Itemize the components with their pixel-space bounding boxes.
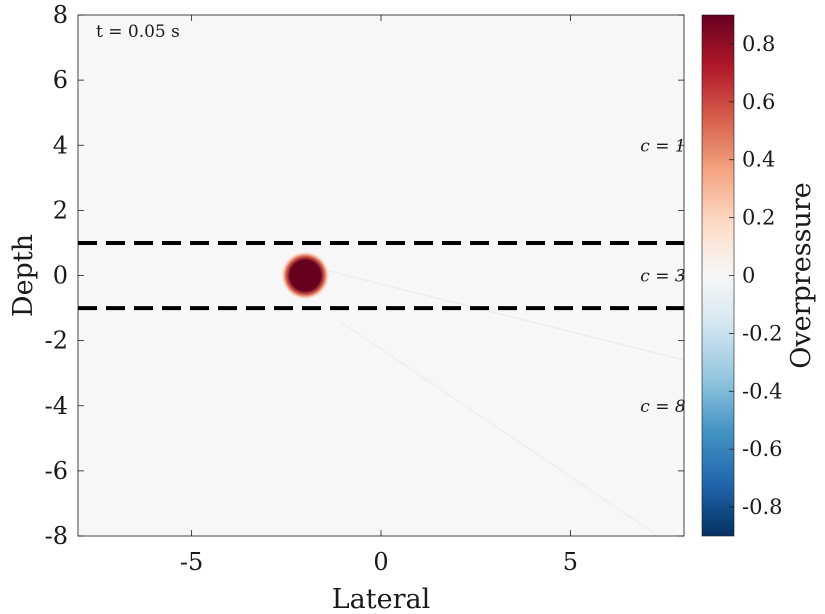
faint-wavefront-b — [339, 320, 655, 534]
layer-boundaries — [78, 240, 684, 311]
colorbar-tick-label: -0.4 — [742, 379, 783, 403]
layer-label-1: c = 3 — [640, 267, 685, 287]
y-tick-label: 6 — [53, 66, 68, 94]
x-tick-label: -5 — [180, 548, 203, 576]
colorbar-tick-label: 0.6 — [742, 90, 775, 114]
y-axis-ticks: -8 -6 -4 -2 0 2 4 6 8 — [45, 1, 684, 550]
x-axis-label: Lateral — [332, 584, 431, 614]
colorbar-tick-label: 0.4 — [742, 148, 775, 172]
faint-wavefronts — [327, 270, 685, 534]
pressure-source — [290, 260, 321, 291]
y-axis-label: Depth — [8, 234, 39, 317]
pressure-field — [78, 15, 684, 536]
y-tick-label: 8 — [53, 1, 68, 29]
colorbar-tick-label: -0.2 — [742, 321, 783, 345]
y-tick-label: -4 — [45, 392, 68, 420]
layer-label-2: c = 8 — [640, 397, 686, 417]
colorbar-ticks: -0.8 -0.6 -0.4 -0.2 0 0.2 0.4 0.6 0.8 — [729, 32, 783, 519]
layer-label-0: c = 1 — [640, 136, 685, 156]
colorbar-tick-label: -0.8 — [742, 495, 783, 519]
colorbar-tick-label: 0.2 — [742, 206, 775, 230]
y-tick-label: 0 — [53, 262, 68, 290]
colorbar — [701, 14, 735, 537]
y-tick-label: -6 — [45, 457, 68, 485]
y-tick-label: -8 — [45, 522, 68, 550]
x-tick-label: 0 — [373, 548, 388, 576]
y-tick-label: 4 — [53, 131, 68, 159]
layer-speed-labels: c = 1 c = 3 c = 8 — [640, 136, 686, 417]
x-axis-ticks: -5 0 5 — [180, 15, 578, 576]
colorbar-label: Overpressure — [786, 182, 817, 368]
x-tick-label: 5 — [563, 548, 578, 576]
faint-wavefront-a — [327, 270, 685, 361]
colorbar-tick-label: -0.6 — [742, 437, 783, 461]
time-annotation: t = 0.05 s — [96, 22, 180, 42]
y-tick-label: -2 — [45, 327, 68, 355]
colorbar-tick-label: 0.8 — [742, 32, 775, 56]
colorbar-tick-label: 0 — [742, 264, 755, 288]
y-tick-label: 2 — [53, 196, 68, 224]
